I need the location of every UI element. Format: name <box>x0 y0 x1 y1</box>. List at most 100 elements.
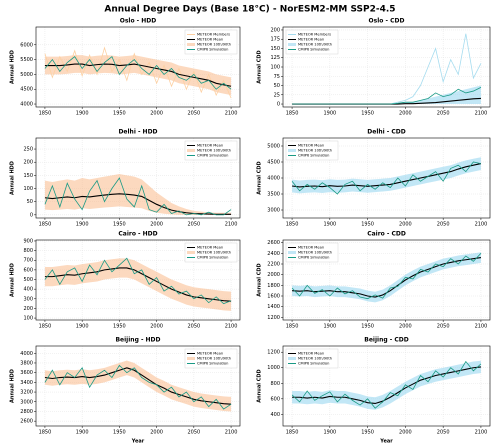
x-tick-label: 2100 <box>225 111 238 117</box>
x-tick-label: 1900 <box>323 324 336 330</box>
x-tick-label: 2000 <box>399 222 412 228</box>
y-tick-label: 150 <box>23 173 33 179</box>
y-tick-label: 0 <box>277 102 280 108</box>
x-tick-label: 1900 <box>323 430 336 436</box>
subplot: Cairo - HDD Annual HDD 100 200 300 400 500 600 7… <box>10 231 241 330</box>
x-tick-label: 2050 <box>437 430 450 436</box>
legend-label: METEOR Mean <box>197 144 223 148</box>
y-tick-label: 2400 <box>267 251 280 257</box>
y-tick-label: 500 <box>23 277 33 283</box>
subplot-title: Delhi - CDD <box>367 129 405 136</box>
y-tick-label: 400 <box>270 412 280 418</box>
subplot: Cairo - CDD Annual CDD 1200 1400 1600 1800 200… <box>257 231 491 330</box>
x-tick-label: 1900 <box>76 222 89 228</box>
legend-label: CMIP6 Simulation <box>197 256 228 260</box>
series-line <box>291 163 482 188</box>
x-tick-label: 1850 <box>286 430 299 436</box>
legend-box <box>184 140 238 161</box>
x-tick-label: 2100 <box>475 111 488 117</box>
x-tick-label: 1850 <box>39 430 52 436</box>
y-tick-label: 1000 <box>267 365 280 371</box>
x-tick-label: 1900 <box>76 111 89 117</box>
y-tick-label: 4500 <box>267 160 280 166</box>
plot-frame <box>282 345 491 427</box>
y-axis-label: Annual HDD <box>10 263 16 297</box>
y-tick-label: 175 <box>270 37 280 43</box>
band <box>292 85 481 105</box>
y-tick-label: 4000 <box>267 176 280 182</box>
band <box>44 174 232 215</box>
legend-label: METEOR 10th/90th <box>197 357 231 361</box>
y-tick-label: 1600 <box>267 294 280 300</box>
series-line <box>44 55 232 90</box>
y-tick-label: 2600 <box>20 419 33 425</box>
y-tick-label: 100 <box>270 65 280 71</box>
y-tick-label: 50 <box>27 199 33 205</box>
x-tick-label: 2100 <box>475 324 488 330</box>
legend-label: METEOR 10th/90th <box>197 251 231 255</box>
x-tick-label: 2000 <box>399 430 412 436</box>
legend-label: METEOR Mean <box>298 38 324 42</box>
legend-label: CMIP6 Simulation <box>298 154 329 158</box>
legend-box <box>184 242 238 263</box>
legend-label: METEOR 10th/90th <box>298 149 332 153</box>
subplot: Delhi - CDD Annual CDD 3000 3500 4000 4500 500… <box>257 129 491 228</box>
legend-swatch <box>187 43 195 46</box>
x-tick-label: 2050 <box>187 324 200 330</box>
legend-box <box>285 348 339 369</box>
legend-label: CMIP6 Simulation <box>197 48 228 52</box>
x-tick-label: 2000 <box>150 111 163 117</box>
x-tick-label: 2000 <box>150 430 163 436</box>
y-tick-label: 3000 <box>20 399 33 405</box>
y-axis-label: Annual CDD <box>257 369 263 402</box>
legend-label: CMIP6 Simulation <box>298 256 329 260</box>
x-tick-label: 1850 <box>286 111 299 117</box>
legend-label: METEOR Mean <box>197 352 223 356</box>
legend-label: METEOR 10th/90th <box>298 251 332 255</box>
band <box>292 157 481 194</box>
subplot-title: Oslo - CDD <box>369 18 405 25</box>
legend-label: METEOR Mean <box>197 38 223 42</box>
y-tick-label: 300 <box>23 296 33 302</box>
y-axis-label: Annual CDD <box>257 263 263 296</box>
series-line <box>291 253 482 300</box>
x-tick-label: 2050 <box>187 111 200 117</box>
x-tick-label: 2000 <box>399 324 412 330</box>
x-tick-label: 2100 <box>475 222 488 228</box>
y-tick-label: 600 <box>23 267 33 273</box>
x-tick-label: 1950 <box>361 324 374 330</box>
plot-frame <box>282 137 491 219</box>
y-tick-label: 100 <box>23 316 33 322</box>
y-tick-label: 2800 <box>20 409 33 415</box>
y-tick-label: 75 <box>274 74 280 80</box>
y-tick-label: 200 <box>23 160 33 166</box>
legend-label: METEOR 10th/90th <box>197 43 231 47</box>
y-tick-label: 3600 <box>20 370 33 376</box>
series-line <box>292 366 481 405</box>
plot-frame <box>35 137 241 219</box>
x-tick-label: 1850 <box>286 222 299 228</box>
x-tick-label: 2100 <box>475 430 488 436</box>
legend-swatch <box>187 149 195 152</box>
plot-frame <box>282 239 491 321</box>
y-tick-label: 100 <box>23 186 33 192</box>
x-tick-label: 1950 <box>113 111 126 117</box>
y-axis-label: Annual CDD <box>257 161 263 194</box>
subplot-title: Cairo - HDD <box>118 231 157 238</box>
band <box>44 360 232 412</box>
x-tick-label: 1950 <box>361 222 374 228</box>
legend-swatch <box>187 357 195 360</box>
x-tick-label: 1850 <box>39 222 52 228</box>
subplot: Beijing - CDD Annual CDD Year 400 600 800 1000… <box>257 337 491 445</box>
legend-swatch <box>288 357 296 360</box>
x-tick-label: 1950 <box>113 324 126 330</box>
legend-swatch <box>288 43 296 46</box>
y-axis-label: Annual CDD <box>257 50 263 83</box>
x-tick-label: 1950 <box>113 222 126 228</box>
legend-label: CMIP6 Simulation <box>197 154 228 158</box>
y-tick-label: 2200 <box>267 262 280 268</box>
legend-label: CMIP6 Simulation <box>298 362 329 366</box>
x-tick-label: 1900 <box>323 222 336 228</box>
y-tick-label: 4500 <box>20 87 33 93</box>
